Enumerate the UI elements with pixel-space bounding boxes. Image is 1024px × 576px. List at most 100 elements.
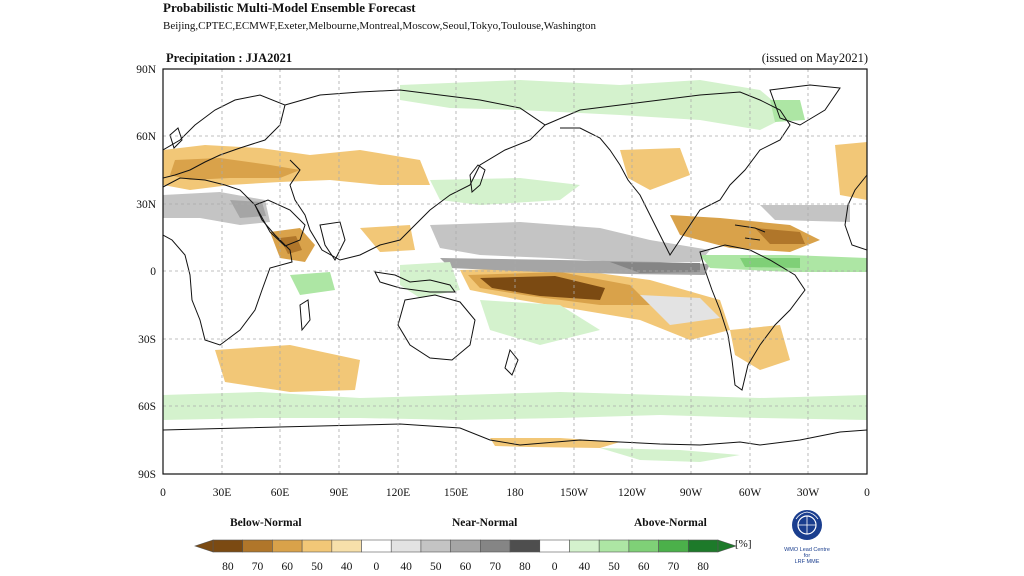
coastline-asia: [284, 89, 546, 261]
colorbar-tick-label: 80: [222, 561, 234, 573]
probability-shading: [163, 80, 867, 462]
lon-label: 120W: [618, 487, 646, 499]
below-normal-region-bay-bengal: [360, 225, 415, 252]
colorbar-swatch: [390, 539, 422, 553]
colorbar-swatch: [212, 539, 244, 553]
colorbar-tick-label: 70: [668, 561, 680, 573]
below-normal-region-north-america: [620, 148, 690, 190]
lon-label: 180: [506, 487, 524, 499]
near-normal-region-itcz-dark: [610, 262, 700, 273]
lat-label: 60S: [138, 401, 156, 413]
colorbar-tick-label: 60: [460, 561, 472, 573]
lat-label: 90N: [136, 64, 157, 76]
wmo-logo: WMO Lead Centre for LRF MME: [782, 508, 832, 565]
coastline-caribbean: [734, 224, 766, 241]
colorbar-swatch: [331, 539, 362, 553]
above-normal-region-south-pacific: [480, 300, 600, 345]
wmo-caption-2: LRF MME: [794, 559, 820, 565]
lon-label: 0: [864, 487, 870, 499]
above-normal-region-equatorial-atlantic-core: [740, 258, 800, 268]
coastline-australia: [397, 294, 476, 361]
colorbar-tick-label: 40: [341, 561, 353, 573]
lon-label: 30W: [797, 487, 820, 499]
below-normal-label: Below-Normal: [230, 517, 302, 529]
lon-label: 150E: [444, 487, 468, 499]
below-normal-region-west-africa: [835, 142, 867, 200]
colorbar-tick-label: 60: [282, 561, 294, 573]
coastline-antarctica: [163, 423, 867, 446]
coastline-britain: [169, 127, 183, 149]
colorbar-left-arrow: [194, 539, 214, 553]
lon-label: 30E: [213, 487, 232, 499]
colorbar-tick-label: 50: [430, 561, 442, 573]
above-normal-region-antarctica: [600, 448, 740, 462]
lat-label: 0: [150, 266, 156, 278]
colorbar-tick-label: 0: [374, 561, 380, 573]
near-normal-region-atlantic: [760, 205, 850, 222]
colorbar-tick-label: 80: [519, 561, 531, 573]
longitude-labels: 0 30E 60E 90E 120E 150E 180 150W 120W 90…: [160, 487, 870, 499]
wmo-caption-1: WMO Lead Centre for: [784, 547, 830, 559]
colorbar-swatch: [598, 539, 630, 553]
colorbar-tick-label: 50: [311, 561, 323, 573]
coastline-indonesia: [374, 271, 456, 293]
above-normal-region-arctic-mid: [770, 100, 805, 122]
coastlines: [163, 84, 867, 446]
coastline-west-africa-right: [844, 174, 867, 251]
colorbar-tick-label: 70: [489, 561, 501, 573]
below-normal-region-south-america: [730, 325, 790, 370]
colorbar-tick-label: 60: [638, 561, 650, 573]
colorbar-swatch: [450, 539, 481, 553]
wmo-emblem-icon: [792, 510, 822, 540]
above-normal-label: Above-Normal: [634, 517, 707, 529]
colorbar-swatch: [480, 539, 511, 553]
colorbar-swatch: [361, 539, 392, 553]
colorbar-ticks: 80 70 60 50 40 0 40 50 60 70 80 0 40 50 60 70 80: [222, 561, 709, 573]
above-normal-region-north-pacific: [430, 178, 580, 205]
below-normal-region-caribbean-core: [755, 228, 805, 244]
lon-label: 0: [160, 487, 166, 499]
colorbar-right-arrow: [717, 539, 737, 553]
colorbar-swatch: [272, 539, 303, 553]
model-list: Beijing,CPTEC,ECMWF,Exeter,Melbourne,Mon…: [163, 20, 597, 32]
colorbar-swatch: [569, 539, 600, 553]
coastline-arabia: [254, 199, 306, 247]
coastline-africa: [163, 177, 293, 346]
colorbar-tick-label: 70: [252, 561, 264, 573]
lon-label: 150W: [560, 487, 588, 499]
coastline-japan: [469, 164, 486, 194]
colorbar-tick-label: 0: [552, 561, 558, 573]
lon-label: 60W: [739, 487, 762, 499]
below-normal-region-arabia-core: [280, 236, 302, 254]
map-frame: [162, 68, 868, 475]
colorbar-tick-label: 50: [608, 561, 620, 573]
colorbar-swatch: [301, 539, 333, 553]
colorbar-swatch: [420, 539, 451, 553]
coastline-india: [319, 221, 346, 261]
colorbar-swatch: [509, 539, 541, 553]
lon-label: 90W: [680, 487, 703, 499]
coastline-greenland: [769, 84, 841, 126]
colorbar-tick-label: 40: [400, 561, 412, 573]
below-normal-region-southern-indian: [215, 345, 360, 392]
above-normal-region-india: [290, 272, 335, 295]
lon-label: 120E: [386, 487, 410, 499]
graticule: [163, 69, 867, 474]
near-normal-region-south-pacific: [640, 295, 720, 325]
coastline-south-america: [699, 244, 806, 391]
lat-label: 90S: [138, 469, 156, 481]
latitude-labels: 90N 60N 30N 0 30S 60S 90S: [136, 64, 157, 481]
unit-label: [%]: [735, 538, 752, 550]
colorbar-tick-label: 80: [697, 561, 709, 573]
lat-label: 30N: [136, 199, 157, 211]
coastline-madagascar: [299, 299, 311, 332]
near-normal-region-central-pacific: [430, 222, 710, 262]
lon-label: 90E: [330, 487, 349, 499]
issued-date: (issued on May2021): [761, 51, 868, 65]
colorbar-swatch: [539, 539, 570, 553]
above-normal-region-arctic: [400, 80, 790, 130]
colorbar-swatch: [242, 539, 273, 553]
coastline-north-america: [544, 91, 791, 256]
variable-title: Precipitation : JJA2021: [166, 51, 293, 65]
